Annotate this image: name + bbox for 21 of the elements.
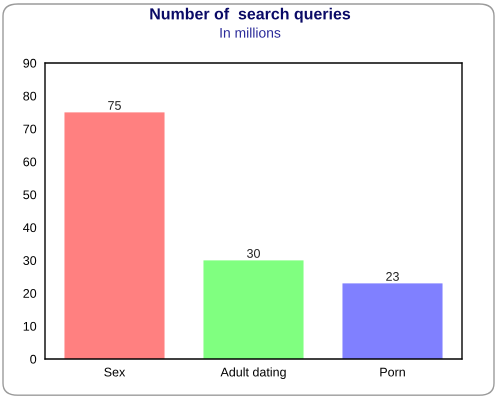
y-tick-label: 90 bbox=[23, 58, 36, 68]
y-tick-label: 40 bbox=[23, 223, 36, 232]
data-label: 30 bbox=[247, 249, 260, 258]
chart-title: Number of search queries bbox=[150, 8, 350, 23]
y-tick-label: 10 bbox=[24, 322, 36, 331]
x-tick-label: Sex bbox=[104, 368, 126, 377]
bar bbox=[342, 283, 443, 359]
data-label: 23 bbox=[386, 272, 399, 281]
y-tick-label: 0 bbox=[30, 354, 36, 364]
y-tick-label: 70 bbox=[23, 124, 36, 134]
y-tick-label: 50 bbox=[23, 190, 36, 200]
bar bbox=[203, 260, 304, 359]
bar bbox=[64, 112, 165, 359]
x-tick-label: Adult dating bbox=[220, 367, 286, 379]
y-tick-label: 20 bbox=[23, 289, 36, 298]
y-tick-label: 60 bbox=[23, 157, 36, 166]
x-tick-label: Porn bbox=[380, 368, 405, 377]
y-tick-label: 30 bbox=[23, 256, 36, 265]
data-label: 75 bbox=[108, 101, 121, 110]
y-tick-label: 80 bbox=[23, 92, 36, 101]
chart-subtitle: In millions bbox=[220, 28, 280, 38]
